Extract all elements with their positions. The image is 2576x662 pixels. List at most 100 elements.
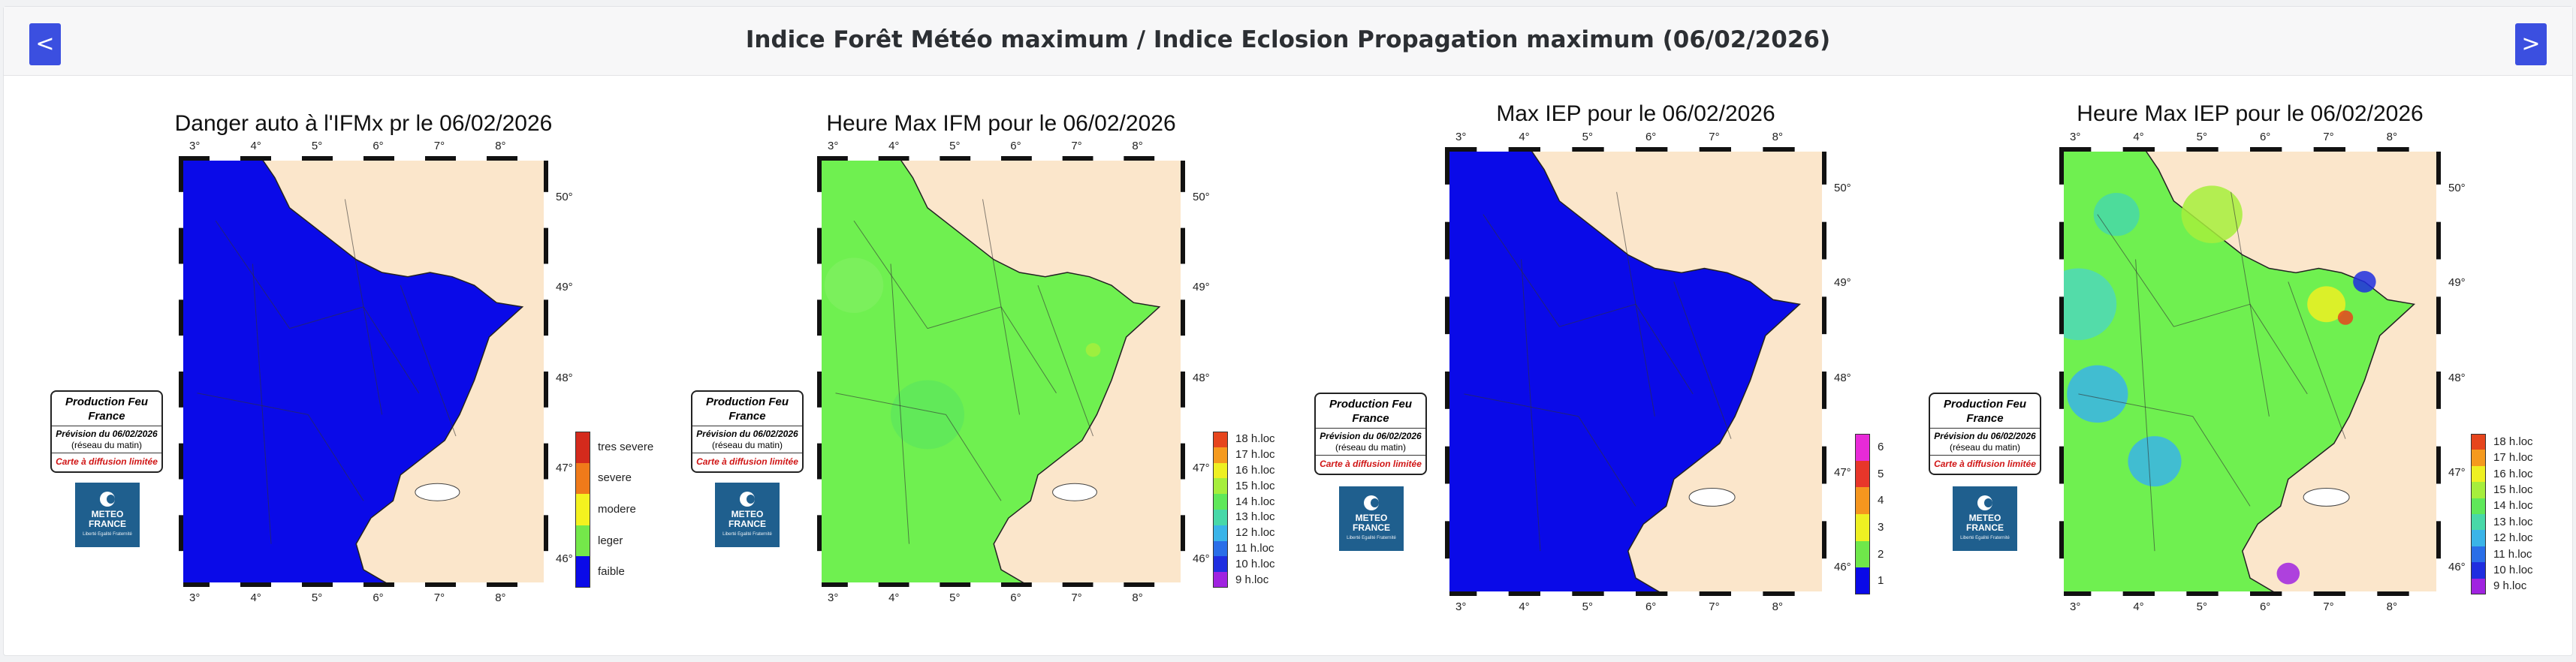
forecast-patch: [891, 380, 964, 450]
legend-swatch: [1855, 567, 1870, 595]
meteo-france-logo: METEO FRANCE Liberté Égalité Fraternité: [75, 483, 140, 547]
logo-name: METEO FRANCE: [1353, 513, 1390, 533]
legend-label: 9 h.loc: [2493, 579, 2527, 593]
latitude-tick-label: 47°: [1193, 462, 1210, 475]
badge-title: Production Feu France: [1329, 398, 1412, 425]
latitude-tick-label: 47°: [2448, 466, 2466, 480]
legend-swatch: [2471, 434, 2486, 450]
legend-swatch: [2471, 450, 2486, 467]
frame-segment: [1181, 336, 1185, 372]
department-border: [363, 306, 420, 393]
latitude-tick-label: 49°: [556, 281, 573, 294]
frame-segment: [1731, 591, 1763, 596]
map-title: Danger auto à l'IFMx pr le 06/02/2026: [174, 111, 553, 136]
legend-swatch: [1213, 494, 1228, 510]
forecast-patch: [2128, 436, 2182, 487]
badge-forecast-date: Prévision du 06/02/2026: [1934, 431, 2036, 441]
latitude-tick-label: 46°: [1193, 552, 1210, 565]
legend-swatch: [1213, 510, 1228, 526]
legend-swatch: [2471, 546, 2486, 563]
frame-segment: [817, 551, 822, 587]
longitude-tick-label: 3°: [2070, 600, 2081, 613]
badge-restriction: Carte à diffusion limitée: [1934, 459, 2036, 469]
longitude-tick-label: 4°: [1519, 600, 1530, 613]
department-border: [946, 414, 1002, 501]
longitude-tick-label: 6°: [373, 140, 384, 152]
legend-label: 14 h.loc: [1235, 495, 1275, 508]
legend-label: 9 h.loc: [1235, 573, 1269, 586]
latitude-tick-label: 48°: [1834, 371, 1851, 384]
previous-day-button[interactable]: <: [29, 23, 61, 65]
legend-label: 10 h.loc: [1235, 557, 1275, 570]
latitude-tick-label: 50°: [556, 191, 573, 203]
longitude-tick-label: 7°: [433, 591, 445, 604]
frame-segment: [1794, 147, 1826, 152]
production-badge: Production Feu France Prévision du 06/02/…: [1929, 393, 2041, 475]
longitude-tick-label: 4°: [2133, 131, 2144, 143]
frame-segment: [847, 156, 879, 161]
frame-segment: [1603, 147, 1636, 152]
frame-segment: [1822, 259, 1826, 297]
frame-segment: [517, 582, 548, 587]
frame-segment: [179, 336, 183, 372]
department-border: [2288, 281, 2346, 439]
logo-name: METEO FRANCE: [728, 509, 766, 529]
legend-swatch: [2471, 465, 2486, 483]
longitude-tick-label: 8°: [1132, 591, 1143, 604]
frame-segment: [1667, 147, 1700, 152]
forecast-patch: [2067, 365, 2128, 423]
frame-segment: [2218, 591, 2250, 596]
legend-swatch: [1213, 556, 1228, 573]
department-border: [1559, 303, 1636, 327]
card-header: < Indice Forêt Météo maximum / Indice Ec…: [4, 7, 2572, 76]
longitude-tick-label: 7°: [1071, 591, 1082, 604]
badge-title: Production Feu France: [1944, 398, 2026, 425]
legend-swatch: [1213, 540, 1228, 557]
frame-segment: [817, 479, 822, 516]
latitude-tick-label: 47°: [1834, 466, 1851, 480]
frame-segment: [1822, 558, 1826, 596]
meteo-france-logo: METEO FRANCE Liberté Égalité Fraternité: [715, 483, 780, 547]
latitude-tick-label: 49°: [2448, 276, 2466, 290]
lake-geneva: [415, 483, 460, 501]
latitude-tick-label: 46°: [2448, 561, 2466, 574]
longitude-tick-label: 3°: [189, 591, 201, 604]
department-border: [197, 393, 309, 415]
frame-segment: [1445, 259, 1449, 297]
logo-name: METEO FRANCE: [1966, 513, 2004, 533]
frame-segment: [2409, 147, 2441, 152]
frame-segment: [1603, 591, 1636, 596]
longitude-tick-label: 8°: [1772, 131, 1783, 143]
legend-label: 14 h.loc: [2493, 499, 2533, 513]
legend-label: 13 h.loc: [2493, 515, 2533, 528]
longitude-tick-label: 5°: [949, 140, 961, 152]
forecast-map: [179, 156, 548, 587]
frame-segment: [1445, 334, 1449, 372]
frame-segment: [2059, 184, 2064, 222]
frame-segment: [1822, 408, 1826, 447]
frame-segment: [1093, 156, 1124, 161]
map-title: Heure Max IEP pour le 06/02/2026: [2077, 101, 2424, 126]
department-border: [215, 220, 291, 329]
frame-segment: [456, 582, 487, 587]
legend-swatch: [575, 432, 590, 464]
frame-segment: [1093, 582, 1124, 587]
department-border: [853, 220, 928, 329]
department-border: [1464, 393, 1579, 417]
next-day-button[interactable]: >: [2515, 23, 2547, 65]
longitude-tick-label: 5°: [2196, 600, 2207, 613]
frame-segment: [909, 582, 940, 587]
latitude-tick-label: 50°: [2448, 182, 2466, 194]
forecast-patch: [2337, 310, 2354, 325]
frame-segment: [179, 191, 183, 228]
legend-label: leger: [598, 534, 623, 547]
department-border: [252, 263, 272, 544]
badge-title: Production Feu France: [706, 396, 789, 423]
legend-label: 11 h.loc: [2493, 547, 2532, 561]
badge-network: (réseau du matin): [1335, 442, 1407, 453]
forecast-map: [2059, 147, 2441, 596]
badge-title: Production Feu France: [65, 396, 148, 423]
frame-segment: [1477, 147, 1509, 152]
frame-segment: [2345, 591, 2378, 596]
frame-segment: [970, 582, 1001, 587]
